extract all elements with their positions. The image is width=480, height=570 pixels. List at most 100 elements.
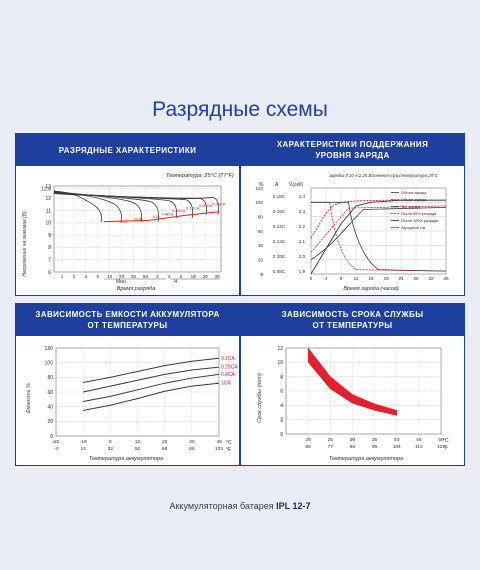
discharge-xtick: 10 [107, 274, 113, 279]
charge-mid-header: V(cell) [289, 182, 304, 188]
discharge-panel-header: РАЗРЯДНЫЕ ХАРАКТЕРИСТИКИ [16, 134, 239, 166]
capacity-series-label: 0.6CA [221, 372, 236, 378]
charge-voltage-50 [310, 205, 447, 253]
life-unit-f: °F [443, 445, 448, 451]
life-panel: ЗАВИСИМОСТЬ СРОКА СЛУЖБЫ ОТ ТЕМПЕРАТУРЫ … [240, 303, 465, 466]
charge-left-header: % [259, 182, 264, 188]
discharge-curve-label: 0.09CA [199, 203, 213, 208]
life-xtick-f: 68 [305, 444, 311, 450]
capacity-xtick-f: 104 [215, 446, 223, 452]
life-ytick: 0 [280, 432, 283, 438]
capacity-xlabel: Температура аккумулятора [89, 456, 163, 462]
capacity-xtick-c: 10 [135, 439, 141, 445]
discharge-curve-label: 1CA [152, 214, 160, 219]
charge-capacity-line [310, 199, 446, 275]
discharge-xtick: 60 [143, 274, 149, 279]
life-xtick-f: 86 [350, 444, 356, 450]
charge-chart: зарядка 0,10 A-2,25 В/элемент при темпер… [255, 173, 449, 292]
life-chart: Срок службы (лет) Температура аккумулято… [257, 346, 449, 462]
footer-prefix: Аккумуляторная батарея [169, 501, 277, 511]
life-ytick: 10 [277, 360, 283, 366]
charge-voltage-100 [310, 206, 447, 261]
discharge-xtick: 30 [131, 274, 137, 279]
discharge-xtick: 3 [168, 274, 171, 279]
discharge-unit-min: Мин [116, 279, 126, 285]
discharge-xtick: 10 [191, 274, 197, 279]
charge-panel-title-line1: ХАРАКТЕРИСТИКИ ПОДДЕРЖАНИЯ [276, 140, 429, 149]
capacity-ytick: 120 [45, 346, 54, 352]
life-ytick: 2 [280, 417, 283, 423]
discharge-ytick: 13 [45, 184, 51, 190]
charge-right-tick: 0.16C [273, 209, 286, 214]
discharge-panel-title: РАЗРЯДНЫЕ ХАРАКТЕРИСТИКИ [58, 145, 197, 155]
capacity-ytick: 0 [50, 434, 53, 440]
charge-left-tick: 20 [258, 257, 264, 262]
capacity-series-label: 0.1CA [221, 356, 236, 362]
charge-legend-item: Объем заряда [401, 198, 427, 202]
charge-mid-tick: 1.9 [299, 269, 306, 274]
charge-xtick: 28 [413, 276, 419, 281]
charge-mid-tick: 2.1 [299, 239, 306, 244]
discharge-xtick: 1 [61, 274, 64, 279]
discharge-ytick: 8 [48, 245, 51, 251]
discharge-curve-label: 0.6CA [162, 211, 173, 216]
capacity-series-label: 0.25CA [221, 365, 238, 371]
capacity-xtick-f: 86 [189, 446, 195, 452]
discharge-ytick: 11 [46, 208, 51, 214]
discharge-curve-label: 0.25CA [172, 208, 186, 213]
discharge-ytick: 7 [48, 258, 51, 264]
capacity-series-line [83, 366, 220, 393]
life-ytick: 6 [280, 389, 283, 395]
charge-legend-item: Зарядный ток [401, 226, 426, 230]
capacity-xtick-c: -20 [53, 439, 60, 445]
discharge-ytick: 10 [45, 221, 51, 227]
charge-xtick: 8 [340, 276, 343, 281]
footer-model: IPL 12-7 [276, 501, 311, 511]
charge-right-tick: 0.12C [273, 239, 286, 244]
charge-condition-note: зарядка 0,10 A-2,25 В/элемент при темпер… [328, 173, 439, 178]
charge-xtick: 16 [368, 276, 374, 281]
charge-panel: ХАРАКТЕРИСТИКИ ПОДДЕРЖАНИЯ УРОВНЯ ЗАРЯДА… [240, 133, 465, 296]
capacity-xtick-c: 0 [109, 439, 112, 445]
charge-mid-tick: 2.2 [299, 224, 306, 229]
charge-xtick: 32 [428, 276, 434, 281]
charge-legend-item: Ток заряда [401, 205, 421, 209]
charge-legend-item: Объем заряда [401, 191, 427, 195]
charge-legend-item: После 50% разряда [401, 212, 437, 216]
charge-right-tick: 0.10C [273, 254, 286, 259]
charge-xtick: 0 [310, 276, 313, 281]
discharge-curve-label: 0.05CA [212, 202, 226, 207]
life-xtick-c: 30 [350, 437, 356, 443]
capacity-xtick-f: 50 [135, 446, 141, 452]
life-xtick-c: 40 [394, 437, 400, 443]
discharge-xtick: 30 [214, 274, 220, 279]
charge-panel-header: ХАРАКТЕРИСТИКИ ПОДДЕРЖАНИЯ УРОВНЯ ЗАРЯДА [241, 134, 464, 166]
capacity-ytick: 60 [47, 390, 53, 396]
discharge-curve-label: 3CA [119, 219, 127, 224]
life-xtick-f: 122 [437, 444, 445, 450]
capacity-xtick-f: 68 [162, 446, 168, 452]
life-xtick-c: 35 [372, 437, 378, 443]
capacity-xtick-f: 32 [108, 446, 114, 452]
capacity-ytick: 80 [47, 375, 53, 381]
life-xtick-f: 95 [372, 444, 378, 450]
discharge-xtick: 20 [119, 274, 125, 279]
capacity-panel-header: ЗАВИСИМОСТЬ ЕМКОСТИ АККУМУЛЯТОРА ОТ ТЕМП… [16, 304, 239, 336]
discharge-curve-label: 2CA [134, 216, 142, 221]
charge-mid-tick: 2.0 [299, 254, 306, 259]
capacity-xtick-c: -10 [80, 439, 87, 445]
capacity-xtick-c: 40 [216, 439, 222, 445]
capacity-panel-title-line1: ЗАВИСИМОСТЬ ЕМКОСТИ АККУМУЛЯТОРА [35, 310, 220, 319]
discharge-unit-hour: Ч [174, 279, 177, 285]
capacity-ytick: 20 [47, 419, 53, 425]
charge-left-tick: 0 [260, 272, 263, 277]
discharge-xtick: 5 [96, 274, 99, 279]
capacity-series-label: 1CA [221, 381, 231, 387]
discharge-xtick: 2 [156, 274, 159, 279]
charge-right-tick: 0.14C [273, 224, 286, 229]
discharge-curve [53, 193, 220, 215]
life-xtick-f: 113 [415, 444, 423, 450]
capacity-xtick-c: 30 [189, 439, 195, 445]
charge-right-tick: 0.18C [273, 194, 286, 199]
life-ytick: 12 [277, 346, 283, 352]
